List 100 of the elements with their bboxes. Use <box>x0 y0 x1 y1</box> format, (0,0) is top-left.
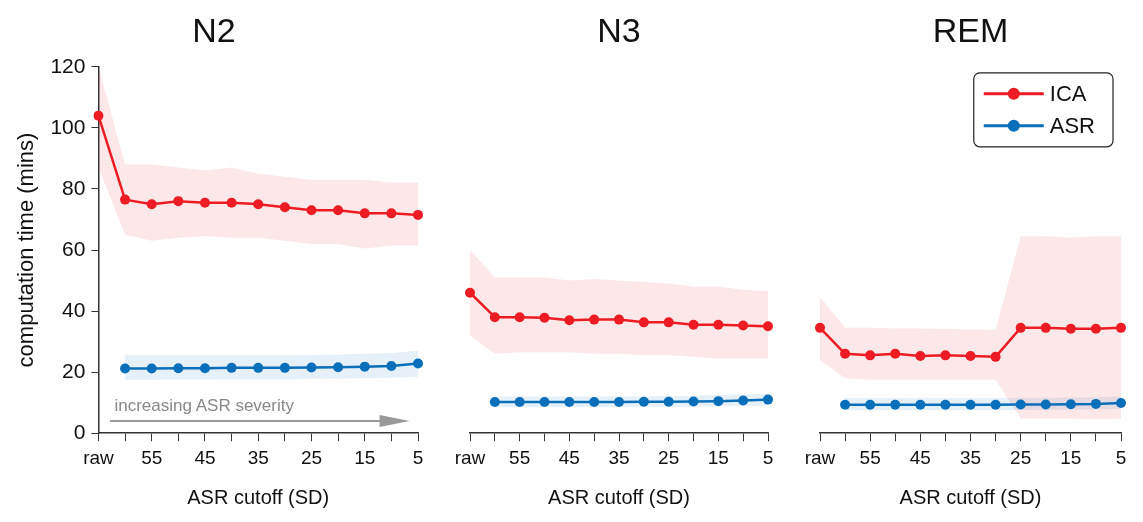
legend-label: ICA <box>1049 80 1087 106</box>
point <box>890 348 901 359</box>
point <box>589 314 600 325</box>
point <box>333 205 344 216</box>
point <box>173 196 184 207</box>
point <box>940 350 951 361</box>
point <box>1040 399 1051 410</box>
x-tick-label: 55 <box>509 446 531 468</box>
point <box>489 397 500 408</box>
point <box>386 361 397 372</box>
y-axis-title: computation time (mins) <box>13 132 39 368</box>
point <box>940 399 951 410</box>
x-tick-label: 15 <box>354 446 376 468</box>
point <box>386 208 397 219</box>
chart-title: N2 <box>192 10 236 49</box>
point <box>990 399 1001 410</box>
point <box>199 363 210 374</box>
point <box>146 199 157 210</box>
point <box>1116 322 1126 333</box>
x-tick-label: 25 <box>1010 446 1032 468</box>
point <box>688 319 699 330</box>
x-tick-label: 15 <box>707 446 729 468</box>
point <box>865 350 876 361</box>
y-tick-label: 0 <box>73 420 86 443</box>
point <box>359 361 370 372</box>
point <box>815 322 825 333</box>
x-tick-label: 45 <box>558 446 580 468</box>
x-axis-title: ASR cutoff (SD) <box>187 485 330 508</box>
point <box>333 362 344 373</box>
point <box>865 399 876 410</box>
point <box>614 314 624 325</box>
point <box>663 396 674 407</box>
x-tick-label: 45 <box>194 446 216 468</box>
x-tick-label: 5 <box>762 446 774 468</box>
x-tick-label: 5 <box>412 446 424 468</box>
point <box>539 397 550 408</box>
x-tick-label: 15 <box>1060 446 1082 468</box>
x-tick-label: 25 <box>658 446 680 468</box>
point <box>253 362 264 373</box>
x-axis-title: ASR cutoff (SD) <box>548 485 690 508</box>
point <box>965 350 976 361</box>
point <box>539 312 550 323</box>
point <box>359 208 370 219</box>
point <box>306 205 317 216</box>
y-tick-label: 80 <box>62 175 86 199</box>
x-axis-title: ASR cutoff (SD) <box>899 485 1042 508</box>
point <box>840 348 851 359</box>
point <box>890 399 901 410</box>
point <box>146 363 157 374</box>
chart-title: REM <box>932 10 1009 49</box>
point <box>1015 399 1026 410</box>
point <box>1040 322 1051 333</box>
point <box>638 317 649 328</box>
point <box>688 396 699 407</box>
point <box>713 319 724 330</box>
x-tick-label: raw <box>83 446 115 468</box>
point <box>413 209 423 220</box>
point <box>253 199 264 210</box>
point <box>120 363 131 374</box>
x-tick-label: 35 <box>608 446 630 468</box>
point <box>990 351 1001 362</box>
legend-label: ASR <box>1049 112 1096 138</box>
x-tick-label: 35 <box>959 446 982 468</box>
point <box>1090 398 1101 409</box>
point <box>915 350 926 361</box>
point <box>663 317 674 328</box>
point <box>638 396 649 407</box>
point <box>514 312 525 323</box>
point <box>93 110 104 121</box>
point <box>1116 397 1126 408</box>
point <box>614 397 624 408</box>
x-tick-label: 25 <box>300 446 323 468</box>
point <box>589 397 600 408</box>
annotation: increasing ASR severity <box>114 396 295 416</box>
point <box>489 312 500 323</box>
point <box>306 362 317 373</box>
point <box>713 396 724 407</box>
point <box>1065 323 1076 334</box>
x-tick-label: 55 <box>859 446 881 468</box>
y-tick-label: 100 <box>50 114 86 138</box>
point <box>1015 322 1026 333</box>
point <box>226 197 237 208</box>
point <box>763 394 773 405</box>
y-tick-label: 20 <box>62 358 86 382</box>
point <box>915 399 926 410</box>
x-tick-label: 55 <box>141 446 163 468</box>
point <box>120 194 131 205</box>
point <box>564 315 575 326</box>
point <box>564 397 575 408</box>
point <box>173 363 184 374</box>
y-tick-label: 40 <box>62 297 86 321</box>
x-tick-label: raw <box>804 446 836 468</box>
x-tick-label: 35 <box>247 446 269 468</box>
point <box>465 287 475 298</box>
point <box>965 399 976 410</box>
point <box>738 395 749 406</box>
y-tick-label: 120 <box>50 53 86 77</box>
point <box>840 399 851 410</box>
point <box>226 362 237 373</box>
x-tick-label: 5 <box>1115 446 1127 468</box>
